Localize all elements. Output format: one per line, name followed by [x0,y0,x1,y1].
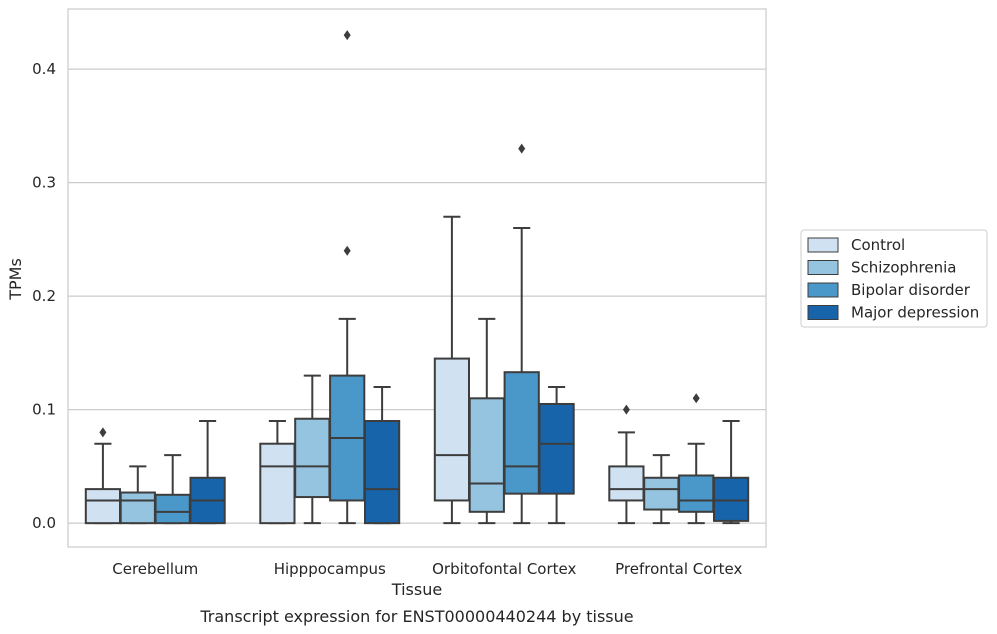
box-3-0 [608,404,645,525]
box-body [678,474,715,513]
box-body [154,493,191,525]
box-0-1 [119,465,156,525]
x-tick-label: Orbitofontal Cortex [432,560,576,578]
box-body [433,357,471,502]
box-body [538,402,575,495]
box-body [712,476,750,522]
y-tick-label: 0.0 [32,514,56,532]
outlier-point [343,245,351,256]
box-body [468,397,505,513]
gridlines [68,68,766,524]
box-2-2 [503,143,540,525]
legend-label: Bipolar disorder [851,281,971,299]
box-3-2 [678,393,715,525]
x-tick-label: Cerebellum [112,560,198,578]
boxes [84,30,750,525]
x-tick-label: Hipppocampus [274,560,386,578]
legend-swatch [807,305,839,320]
box-0-2 [154,454,191,525]
plot-area-frame [67,8,767,548]
outlier-point [99,427,107,438]
box-1-3 [363,385,401,525]
box-body [294,417,331,499]
box-2-1 [468,317,505,525]
x-tick-label: Prefrontal Cortex [615,560,742,578]
box-0-0 [84,427,122,525]
box-1-2 [329,30,366,525]
legend-frame [800,229,988,328]
legend-swatch [807,237,839,253]
outlier-point [518,143,526,154]
legend-swatch [807,260,839,275]
legend-label: Schizophrenia [851,259,956,277]
legend: Control Schizophrenia Bipolar disorder Majo… [800,229,988,328]
chart-title: Transcript expression for ENST0000044024… [199,607,633,626]
box-2-0 [433,215,471,525]
x-axis-label: Tissue [391,580,442,599]
outlier-point [343,30,351,41]
box-body [503,371,540,495]
legend-label: Major depression [851,304,979,322]
box-body [608,465,645,502]
y-tick-labels: 0.0 0.1 0.2 0.3 0.4 [32,60,56,532]
box-1-1 [294,374,331,525]
outlier-point [692,393,700,404]
box-body [259,442,296,525]
box-0-3 [189,420,226,525]
box-body [84,488,122,525]
y-tick-label: 0.1 [32,401,56,419]
box-1-0 [259,420,296,525]
box-3-1 [643,454,680,525]
legend-swatch [807,282,839,298]
y-tick-label: 0.4 [32,60,56,78]
y-tick-label: 0.2 [32,287,56,305]
y-tick-label: 0.3 [32,174,56,192]
x-tick-labels: Cerebellum Hipppocampus Orbitofontal Corte… [112,560,742,578]
box-3-3 [712,420,750,525]
box-2-3 [538,385,575,525]
box-body [119,491,156,525]
box-body [363,420,401,525]
y-axis-label: TPMs [6,258,25,301]
legend-label: Control [851,236,905,254]
box-body [643,476,680,511]
outlier-point [622,404,630,415]
